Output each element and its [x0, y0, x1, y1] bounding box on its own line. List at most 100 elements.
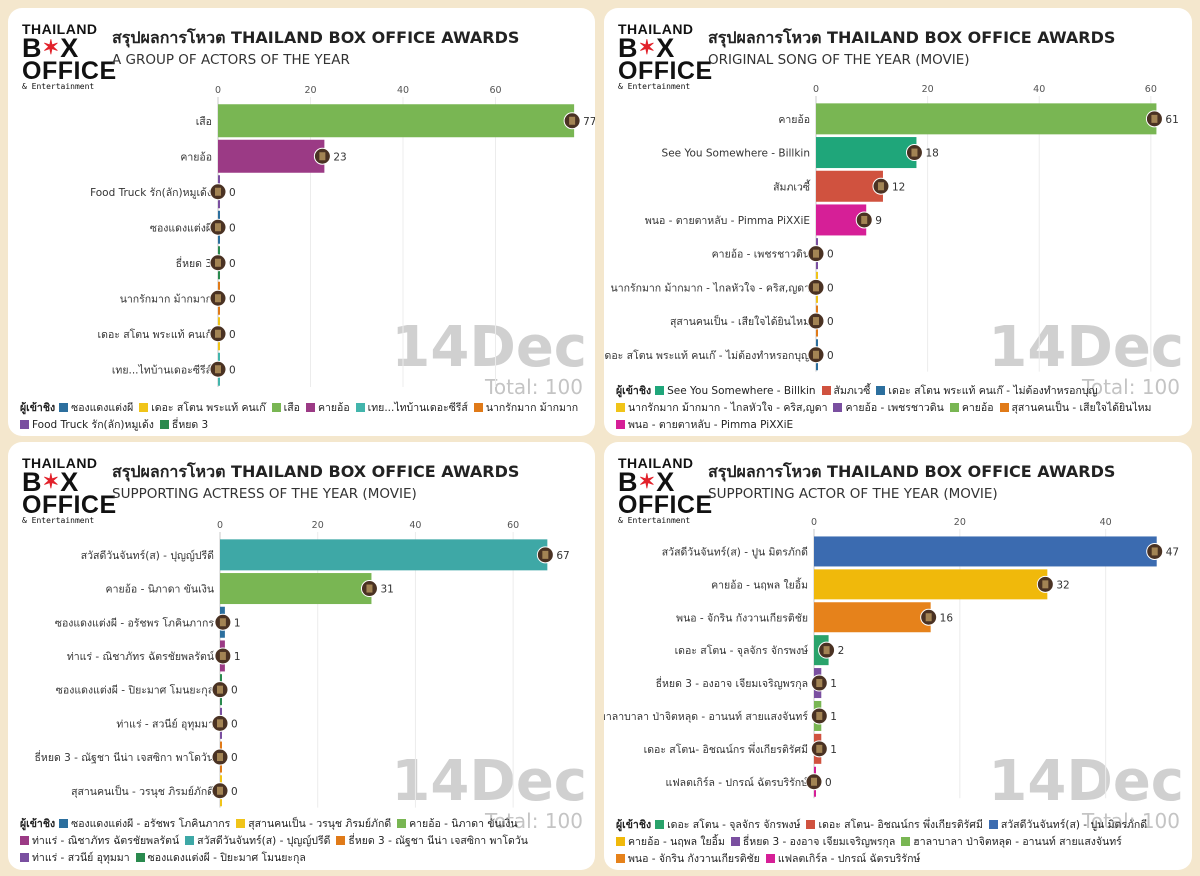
value-label: 0	[825, 777, 832, 789]
legend-label: สวัสดีวันจันทร์(ส) - ปูน มิตรภักดี	[1000, 819, 1148, 831]
brand-line4: & Entertainment	[22, 516, 95, 525]
x-tick-label: 0	[811, 517, 817, 528]
legend-swatch	[876, 386, 886, 395]
legend-label: Food Truck รัก(ลัก)หมูเด้ง	[32, 419, 154, 431]
poster-icon-inner	[823, 646, 830, 655]
bar	[814, 569, 1048, 600]
poster-icon-inner	[1042, 580, 1049, 589]
legend-label: คายอ้อ - เพชรชาวดิน	[845, 402, 944, 414]
legend-swatch	[616, 403, 625, 412]
value-label: 18	[925, 148, 938, 160]
brand-line3: OFFICE	[618, 57, 713, 85]
category-label: สวัสดีวันจันทร์(ส) - ปุญญ์ปรีดี	[81, 549, 214, 562]
panel-subtitle: SUPPORTING ACTOR OF THE YEAR (MOVIE)	[708, 486, 998, 502]
panel-subtitle: SUPPORTING ACTRESS OF THE YEAR (MOVIE)	[112, 486, 417, 502]
legend: ผู้เข้าชิง See You Somewhere - Billkin สัม…	[616, 383, 1186, 434]
legend-label: ธี่หยด 3 - องอาจ เจียมเจริญพรกุล	[742, 836, 896, 848]
date-watermark: 14Dec	[988, 315, 1184, 380]
legend-item: ท่าแร่ - ณิชาภัทร ฉัตรชัยพลรัตน์	[20, 833, 179, 850]
legend-item: สัมภเวซี้	[821, 383, 870, 400]
panel-title: สรุปผลการโหวต THAILAND BOX OFFICE AWARDS	[112, 462, 520, 481]
star-icon: ✶	[42, 37, 60, 59]
poster-icon-inner	[877, 182, 884, 191]
category-label: Food Truck รัก(ลัก)หมูเด้ง	[90, 187, 212, 199]
x-tick-label: 20	[304, 85, 316, 96]
legend-swatch	[988, 820, 998, 829]
legend-label: เดอะ สโตน พระแท้ คนเก๊	[151, 402, 266, 414]
value-label: 0	[231, 786, 238, 798]
value-label: 0	[827, 350, 834, 362]
value-label: 1	[830, 711, 837, 723]
brand-letter-b: B	[22, 33, 42, 63]
legend-label: คายอ้อ	[961, 402, 994, 414]
brand-logo: THAILAND B ✶ X OFFICE & Entertainment	[22, 456, 117, 525]
value-label: 61	[1165, 114, 1178, 126]
legend-swatch	[765, 854, 775, 863]
bar	[814, 536, 1157, 567]
legend-label: See You Somewhere - Billkin	[667, 385, 816, 397]
legend-item: ซองแดงแต่งผี	[59, 400, 133, 417]
x-tick-label: 60	[507, 520, 519, 531]
poster-icon-inner	[542, 550, 549, 559]
legend-item: ธี่หยด 3 - ณัฐชา นีน่า เจสซิกา พาโดวัน	[336, 833, 528, 850]
value-label: 31	[380, 584, 393, 596]
brand-letter-b: B	[618, 467, 638, 497]
category-label: สัมภเวซี้	[773, 179, 811, 193]
value-label: 0	[229, 364, 236, 376]
star-icon: ✶	[638, 471, 656, 493]
panel-title: สรุปผลการโหวต THAILAND BOX OFFICE AWARDS	[708, 28, 1116, 47]
category-label: สุสานคนเป็น - เสียใจได้ยินไหม	[670, 314, 810, 328]
legend-label: พนอ - จักริน กังวานเกียรติชัย	[628, 853, 760, 865]
value-label: 77	[583, 116, 595, 128]
legend-item: เสือ	[271, 400, 300, 417]
legend-item: เดอะ สโตน พระแท้ คนเก๊ - ไม่ต้องทำหรอกบุ…	[876, 383, 1097, 400]
legend-swatch	[655, 820, 665, 829]
legend-label: ธี่หยด 3 - ณัฐชา นีน่า เจสซิกา พาโดวัน	[348, 835, 528, 847]
legend-label: ธี่หยด 3	[171, 419, 209, 431]
x-tick-label: 60	[489, 85, 501, 96]
x-tick-label: 20	[954, 517, 966, 528]
category-label: See You Somewhere - Billkin	[662, 148, 810, 160]
date-watermark: 14Dec	[988, 749, 1184, 814]
chart-panel: THAILAND B ✶ X OFFICE & Entertainment สรุปผลกา…	[8, 442, 595, 870]
legend-item: เดอะ สโตน พระแท้ คนเก๊	[139, 400, 266, 417]
poster-icon-inner	[215, 223, 221, 232]
value-label: 16	[940, 612, 954, 624]
legend: ผู้เข้าชิง ซองแดงแต่งผี - อรัชพร โภคินภาก…	[20, 816, 590, 867]
legend-swatch	[135, 853, 145, 862]
poster-icon-inner	[1151, 547, 1158, 556]
legend-title: ผู้เข้าชิง	[20, 402, 56, 414]
chart-panel: THAILAND B ✶ X OFFICE & Entertainment สรุปผลกา…	[604, 442, 1192, 870]
poster-icon-inner	[215, 365, 221, 374]
legend-swatch	[20, 836, 29, 845]
legend-item: คายอ้อ - เพชรชาวดิน	[833, 400, 944, 417]
legend-swatch	[949, 403, 959, 412]
legend-swatch	[139, 403, 149, 412]
value-label: 1	[830, 744, 837, 756]
category-label: ธี่หยด 3 - ณัฐชา นีน่า เจสซิกา พาโดวัน	[35, 750, 214, 764]
date-watermark: 14Dec	[391, 315, 587, 380]
x-tick-label: 0	[217, 520, 223, 531]
legend-item: ฮาลาบาลา ป่าจิตหลุด - อานนท์ สายแสงจันทร…	[901, 834, 1122, 851]
legend-label: ซองแดงแต่งผี - ปิยะมาศ โมนยะกุล	[147, 852, 306, 864]
value-label: 9	[875, 215, 882, 227]
brand-line3: OFFICE	[22, 491, 117, 519]
legend-label: แฟลตเกิร์ล - ปกรณ์ ฉัตรบริรักษ์	[777, 853, 921, 865]
legend-item: Food Truck รัก(ลัก)หมูเด้ง	[20, 417, 154, 434]
legend-item: ธี่หยด 3 - องอาจ เจียมเจริญพรกุล	[730, 834, 896, 851]
brand-line4: & Entertainment	[618, 82, 691, 91]
poster-icon-inner	[925, 613, 932, 622]
poster-icon-inner	[366, 584, 373, 593]
star-icon: ✶	[42, 471, 60, 493]
category-label: คายอ้อ - นฤพล ใยอิ้ม	[711, 577, 808, 591]
poster-icon-inner	[813, 283, 819, 292]
legend-swatch	[616, 420, 625, 429]
value-label: 0	[229, 187, 236, 199]
poster-icon-inner	[861, 215, 868, 224]
brand-logo: THAILAND B ✶ X OFFICE & Entertainment	[22, 22, 116, 91]
legend-swatch	[185, 836, 195, 845]
legend-label: ซองแดงแต่งผี	[71, 402, 134, 414]
